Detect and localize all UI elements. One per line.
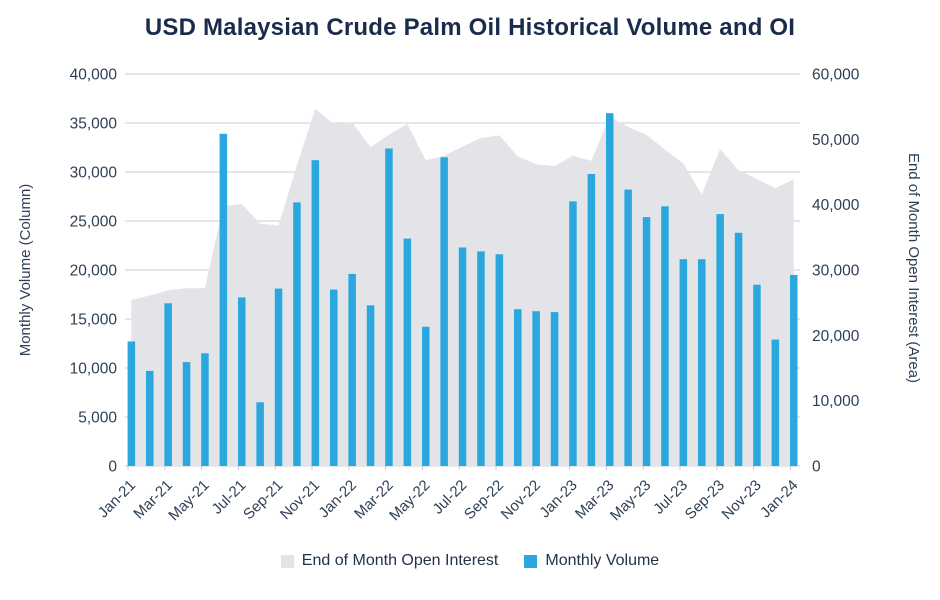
x-axis-label: Jan-22 [315,477,359,521]
x-axis-label: Nov-22 [498,477,544,523]
volume-bar [587,174,596,466]
left-axis-tick-label: 5,000 [78,410,117,427]
left-axis-tick-label: 25,000 [70,214,118,231]
x-axis-label: Nov-21 [277,477,323,523]
volume-bar [366,305,375,466]
volume-bar [219,133,228,467]
volume-bar [182,362,191,466]
x-axis-label: Jan-21 [95,477,139,521]
volume-bar [458,247,467,466]
chart-title: USD Malaysian Crude Palm Oil Historical … [144,14,796,41]
x-axis-label: Sep-23 [682,477,728,523]
volume-bar [495,254,504,466]
x-axis-label: Jan-23 [536,477,580,521]
x-axis-label: May-21 [165,477,212,524]
volume-bar [201,353,209,466]
left-axis-tick-label: 20,000 [70,263,118,280]
volume-bar [238,297,246,466]
volume-bar [698,259,706,466]
volume-bar [440,157,448,467]
left-axis-tick-label: 35,000 [70,116,118,133]
legend-item-monthly-volume: Monthly Volume [524,552,659,570]
right-axis-tick-label: 0 [812,459,821,476]
volume-bar [661,206,669,467]
right-axis-tick-label: 30,000 [812,263,860,280]
legend-label-open-interest: End of Month Open Interest [301,552,499,569]
volume-bar [532,311,540,466]
monthly-volume-swatch-icon [524,554,538,568]
volume-bar [274,288,283,466]
left-axis-tick-label: 30,000 [70,165,118,182]
x-axis-label: Nov-23 [719,477,765,523]
volume-bar [734,232,743,466]
volume-bar [716,214,724,466]
left-axis-tick-label: 10,000 [70,361,118,378]
volume-bar [311,160,320,466]
x-axis-label: Jan-24 [757,477,801,521]
volume-bar [348,273,356,466]
right-axis-tick-label: 60,000 [812,67,860,84]
left-axis-tick-label: 40,000 [70,67,118,84]
x-axis-label: Sep-21 [240,477,286,523]
left-axis-title: Monthly Volume (Column) [17,184,34,357]
volume-bar [606,113,614,466]
volume-bar [385,148,393,466]
volume-bar [330,289,338,466]
left-axis-tick-label: 0 [108,459,117,476]
legend-item-open-interest: End of Month Open Interest [280,552,499,570]
volume-bar [164,303,172,466]
x-axis-label: May-22 [386,477,433,524]
volume-bar [753,284,761,466]
right-axis-title: End of Month Open Interest (Area) [905,153,922,383]
legend: End of Month Open Interest Monthly Volum… [0,552,940,570]
left-axis-tick-label: 15,000 [70,312,118,329]
x-axis-label: Sep-22 [461,477,507,523]
volume-bar [642,217,651,466]
volume-bar [569,201,577,466]
volume-bar [477,251,485,466]
right-axis-tick-label: 40,000 [812,197,860,214]
volume-bar [256,402,264,466]
volume-bar [403,238,412,466]
right-axis-tick-label: 50,000 [812,132,860,149]
volume-bar [514,309,522,466]
volume-bar [550,312,559,466]
open-interest-swatch-icon [280,554,294,568]
volume-bar [679,259,688,466]
volume-bar [146,370,154,466]
volume-bar [293,202,301,466]
x-axis-label: May-23 [607,477,654,524]
legend-label-monthly-volume: Monthly Volume [545,552,660,569]
plot-area [127,108,798,467]
volume-bar [790,274,798,466]
right-axis-tick-label: 20,000 [812,328,860,345]
volume-bar [771,339,780,466]
right-axis-tick-label: 10,000 [812,393,860,410]
volume-bar [624,189,632,466]
chart-canvas: 0 5,000 10,000 15,000 20,000 25,000 30,000 35,0… [17,67,922,525]
volume-bar [422,326,430,466]
volume-bar [127,341,136,466]
